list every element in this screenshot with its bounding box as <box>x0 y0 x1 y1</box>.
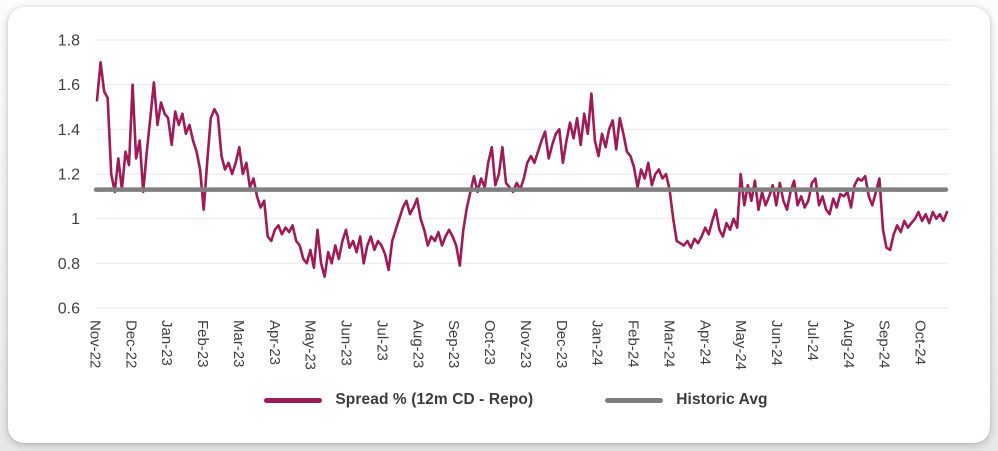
svg-text:1.6: 1.6 <box>58 77 80 94</box>
svg-text:1.8: 1.8 <box>58 33 80 50</box>
svg-text:Dec-23: Dec-23 <box>553 320 570 368</box>
svg-text:0.8: 0.8 <box>58 256 80 273</box>
svg-text:Sep-23: Sep-23 <box>445 320 462 368</box>
svg-text:Apr-24: Apr-24 <box>696 320 713 365</box>
spread-chart: 1.8 1.6 1.4 1.2 1 0.8 0.6 Nov-22 Dec-22 Jan-23 Feb… <box>58 33 949 370</box>
svg-text:Aug-23: Aug-23 <box>409 320 426 368</box>
svg-text:1.4: 1.4 <box>58 122 80 139</box>
spread-line-swatch <box>264 397 323 403</box>
svg-text:Jan-24: Jan-24 <box>589 320 606 366</box>
svg-text:Jul-24: Jul-24 <box>804 320 821 361</box>
svg-text:1.2: 1.2 <box>58 166 80 183</box>
legend-label-spread: Spread % (12m CD - Repo) <box>335 391 534 408</box>
svg-text:Jul-23: Jul-23 <box>373 320 390 361</box>
svg-text:0.6: 0.6 <box>58 300 80 317</box>
svg-text:Jan-23: Jan-23 <box>158 320 175 366</box>
svg-text:Sep-24: Sep-24 <box>876 320 893 368</box>
chart-card: 1.8 1.6 1.4 1.2 1 0.8 0.6 Nov-22 Dec-22 Jan-23 Feb… <box>8 7 990 443</box>
svg-text:Feb-24: Feb-24 <box>625 320 642 368</box>
legend-item-spread: Spread % (12m CD - Repo) <box>264 391 533 409</box>
legend-label-historic-avg: Historic Avg <box>676 391 768 408</box>
svg-text:Apr-23: Apr-23 <box>266 320 283 365</box>
svg-text:May-23: May-23 <box>302 320 319 370</box>
svg-text:Feb-23: Feb-23 <box>194 320 211 368</box>
svg-text:May-24: May-24 <box>732 320 749 370</box>
svg-text:Oct-24: Oct-24 <box>912 320 929 365</box>
svg-text:Nov-22: Nov-22 <box>87 320 104 368</box>
svg-text:Jun-23: Jun-23 <box>338 320 355 366</box>
chart-area: 1.8 1.6 1.4 1.2 1 0.8 0.6 Nov-22 Dec-22 Jan-23 Feb… <box>8 7 990 443</box>
svg-text:1: 1 <box>71 211 80 228</box>
legend-item-historic-avg: Historic Avg <box>605 391 768 409</box>
svg-text:Mar-23: Mar-23 <box>230 320 247 368</box>
historic-avg-line-swatch <box>605 397 664 403</box>
svg-text:Dec-22: Dec-22 <box>122 320 139 368</box>
svg-text:Aug-24: Aug-24 <box>840 320 857 368</box>
svg-text:Nov-23: Nov-23 <box>517 320 534 368</box>
svg-text:Mar-24: Mar-24 <box>660 320 677 368</box>
chart-legend: Spread % (12m CD - Repo) Historic Avg <box>8 391 990 409</box>
svg-text:Oct-23: Oct-23 <box>481 320 498 365</box>
svg-text:Jun-24: Jun-24 <box>768 320 785 366</box>
